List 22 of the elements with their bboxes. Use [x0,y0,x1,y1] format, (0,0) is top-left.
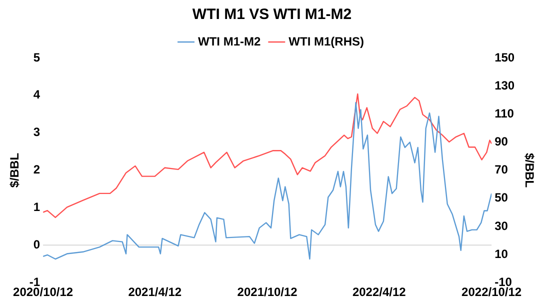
y-tick-label: 2 [33,162,40,177]
y2-tick-label: 10 [494,246,508,261]
y2-tick-label: 150 [494,50,515,64]
y-axis-title: $/BBL [8,152,22,188]
x-tick-label: 2021/4/12 [128,285,182,300]
y-tick-label: 5 [33,50,40,64]
x-tick-label: 2021/10/12 [237,285,298,300]
y-tick-label: 3 [33,125,40,140]
legend-label: WTI M1(RHS) [288,34,364,48]
chart-title: WTI M1 VS WTI M1-M2 [192,6,352,24]
y2-tick-label: 50 [494,190,508,205]
y-tick-label: 0 [33,237,40,252]
legend-label: WTI M1-M2 [198,34,261,48]
y2-tick-label: 130 [494,78,515,92]
y-tick-label: 1 [33,200,40,214]
y2-tick-label: 90 [494,134,508,149]
y-tick-label: 4 [33,88,40,102]
x-tick-label: 2022/4/12 [352,285,406,300]
y2-axis-title: $/BBL [522,152,536,188]
y2-tick-label: 70 [494,162,508,177]
y2-tick-label: 30 [494,218,508,233]
y2-tick-label: 110 [494,106,514,120]
